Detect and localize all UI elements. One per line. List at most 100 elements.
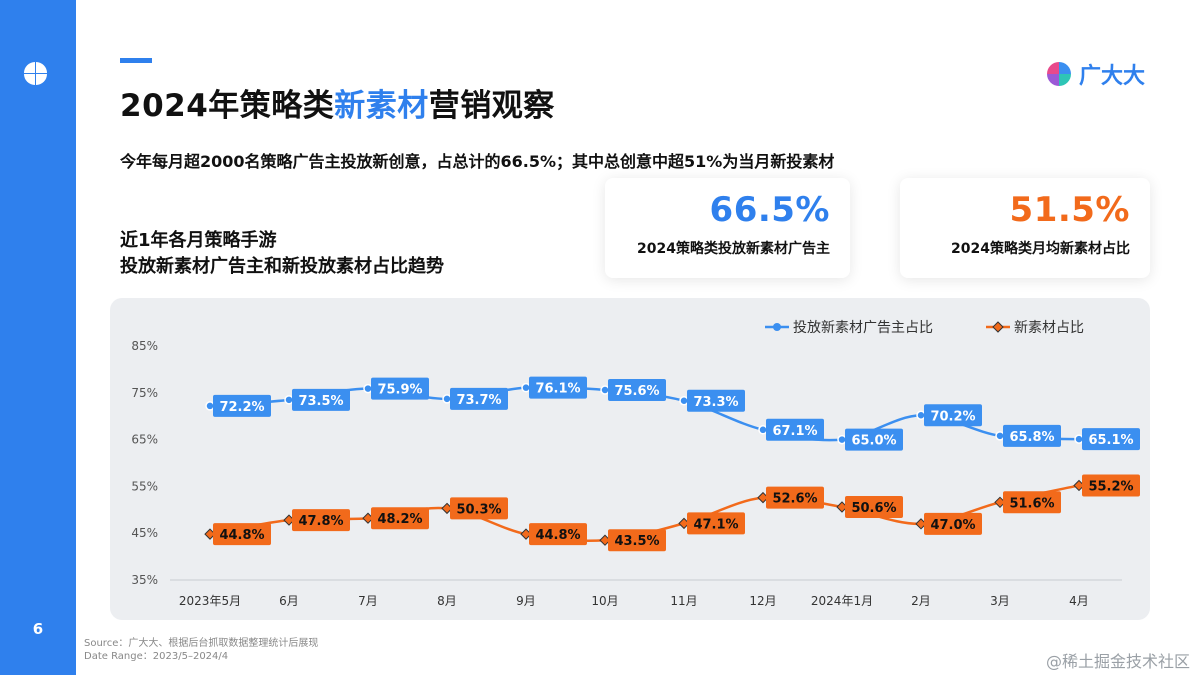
data-label: 48.2% xyxy=(377,512,422,527)
x-tick-label: 2月 xyxy=(911,594,931,608)
subtitle: 今年每月超2000名策略广告主投放新创意，占总计的66.5%；其中总创意中超51… xyxy=(120,152,835,171)
data-label: 55.2% xyxy=(1088,479,1133,494)
x-tick-label: 3月 xyxy=(990,594,1010,608)
data-label-box xyxy=(1082,474,1140,497)
y-tick-label: 65% xyxy=(131,433,158,447)
data-label: 73.3% xyxy=(693,395,738,410)
data-label-box xyxy=(529,376,587,399)
data-label: 51.6% xyxy=(1009,496,1054,511)
data-label-box xyxy=(766,486,824,509)
page-number: 6 xyxy=(32,620,44,638)
y-tick-label: 55% xyxy=(131,479,158,493)
data-point xyxy=(679,396,689,406)
data-label-box xyxy=(1082,428,1140,451)
data-label: 44.8% xyxy=(535,528,580,543)
data-label: 47.8% xyxy=(298,514,343,529)
data-label-box xyxy=(450,387,508,410)
data-label: 65.8% xyxy=(1009,430,1054,445)
brand-name: 广大大 xyxy=(1079,64,1146,89)
data-label-box xyxy=(845,428,903,451)
data-label: 43.5% xyxy=(614,534,659,549)
data-label-box xyxy=(371,377,429,400)
page-title: 2024年策略类新素材营销观察 xyxy=(120,80,555,125)
data-label: 65.0% xyxy=(851,434,896,449)
data-label: 47.1% xyxy=(693,517,738,532)
title-highlight: 新素材 xyxy=(334,88,429,124)
data-label: 73.5% xyxy=(298,394,343,409)
data-point xyxy=(995,431,1005,441)
chart-heading-line2: 投放新素材广告主和新投放素材占比趋势 xyxy=(120,256,444,277)
stat-label: 2024策略类投放新素材广告主 xyxy=(637,241,830,257)
x-tick-label: 11月 xyxy=(670,594,697,608)
source-note: Source：广大大、根据后台抓取数据整理统计后展现 Date Range：20… xyxy=(84,637,318,663)
data-point xyxy=(837,434,847,445)
legend-label: 投放新素材广告主占比 xyxy=(793,320,933,336)
data-point xyxy=(521,382,531,393)
date-range-line: Date Range：2023/5–2024/4 xyxy=(84,651,229,662)
x-tick-label: 10月 xyxy=(591,594,618,608)
data-label-box xyxy=(845,495,903,518)
data-label: 50.3% xyxy=(456,502,501,517)
data-label-box xyxy=(450,497,508,520)
data-label-box xyxy=(766,418,824,441)
data-point xyxy=(205,401,215,411)
chart-heading: 近1年各月策略手游 投放新素材广告主和新投放素材占比趋势 xyxy=(120,228,444,280)
data-point xyxy=(916,410,926,421)
data-label: 52.6% xyxy=(772,492,817,507)
data-label-box xyxy=(213,523,271,546)
x-tick-label: 2024年1月 xyxy=(811,594,873,608)
data-label-box xyxy=(924,512,982,535)
x-tick-label: 6月 xyxy=(279,594,299,608)
data-label-box xyxy=(608,378,666,401)
data-label: 65.1% xyxy=(1088,433,1133,448)
x-tick-label: 8月 xyxy=(437,594,457,608)
data-point xyxy=(363,383,373,394)
x-tick-label: 12月 xyxy=(749,594,776,608)
data-label-box xyxy=(292,509,350,532)
data-point xyxy=(600,385,610,395)
x-tick-label: 4月 xyxy=(1069,594,1089,608)
y-tick-label: 85% xyxy=(131,339,158,353)
watermark: @稀土掘金技术社区 xyxy=(1045,652,1190,671)
chart-panel: 35% 45% 55% 65% 75% 85% 2023年5月 6月 7月 8月 9月 10月 11月 1… xyxy=(110,298,1150,620)
data-point xyxy=(758,425,768,435)
stat-value: 51.5% xyxy=(1009,190,1130,230)
data-label-box xyxy=(292,388,350,411)
data-label: 44.8% xyxy=(219,528,264,543)
legend-label: 新素材占比 xyxy=(1014,320,1084,336)
x-tick-label: 2023年5月 xyxy=(179,594,241,608)
brand-mark-icon xyxy=(1047,62,1071,86)
data-point xyxy=(442,394,452,404)
title-suffix: 营销观察 xyxy=(428,88,555,124)
brand-logo: 广大大 xyxy=(1045,58,1145,90)
title-prefix: 2024年策略类 xyxy=(120,88,335,124)
legend-marker xyxy=(992,321,1004,333)
data-point xyxy=(284,395,294,405)
sidebar: 6 xyxy=(0,0,76,675)
y-tick-label: 35% xyxy=(131,573,158,587)
data-label: 75.6% xyxy=(614,384,659,399)
data-label: 50.6% xyxy=(851,501,896,516)
data-label: 67.1% xyxy=(772,424,817,439)
data-label: 76.1% xyxy=(535,382,580,397)
legend-marker xyxy=(773,323,781,331)
data-label-box xyxy=(1003,424,1061,447)
stat-label: 2024策略类月均新素材占比 xyxy=(951,241,1130,257)
data-label-box xyxy=(687,512,745,535)
source-line: Source：广大大、根据后台抓取数据整理统计后展现 xyxy=(84,638,319,649)
data-label-box xyxy=(924,404,982,427)
x-tick-label: 7月 xyxy=(358,594,378,608)
title-accent-bar xyxy=(120,58,152,63)
stat-value: 66.5% xyxy=(709,190,830,230)
y-tick-label: 45% xyxy=(131,526,158,540)
data-label-box xyxy=(213,394,271,417)
data-label: 70.2% xyxy=(930,409,975,424)
y-tick-label: 75% xyxy=(131,386,158,400)
data-label: 47.0% xyxy=(930,518,975,533)
data-label-box xyxy=(529,523,587,546)
data-label-box xyxy=(608,529,666,552)
chart-heading-line1: 近1年各月策略手游 xyxy=(120,230,277,251)
data-label: 73.7% xyxy=(456,393,501,408)
x-tick-label: 9月 xyxy=(516,594,536,608)
line-chart: 35% 45% 55% 65% 75% 85% 2023年5月 6月 7月 8月 9月 10月 11月 1… xyxy=(131,320,1140,608)
